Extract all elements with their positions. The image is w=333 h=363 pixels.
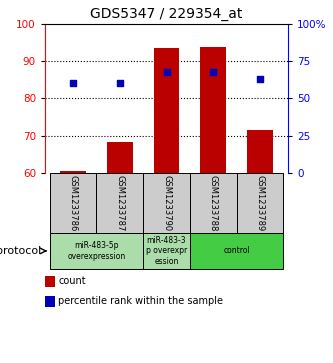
Bar bbox=[143, 174, 190, 233]
Bar bbox=[190, 233, 283, 269]
Point bbox=[210, 69, 216, 74]
Bar bbox=[60, 171, 86, 173]
Bar bbox=[50, 233, 143, 269]
Text: miR-483-3
p overexpr
ession: miR-483-3 p overexpr ession bbox=[146, 236, 187, 266]
Text: protocol: protocol bbox=[0, 246, 42, 256]
Text: GSM1233787: GSM1233787 bbox=[115, 175, 124, 232]
Point bbox=[257, 76, 263, 82]
Point bbox=[70, 81, 76, 86]
Text: miR-483-5p
overexpression: miR-483-5p overexpression bbox=[67, 241, 126, 261]
Text: control: control bbox=[223, 246, 250, 256]
Text: percentile rank within the sample: percentile rank within the sample bbox=[58, 296, 223, 306]
Bar bbox=[96, 174, 143, 233]
Title: GDS5347 / 229354_at: GDS5347 / 229354_at bbox=[90, 7, 243, 21]
Bar bbox=[247, 130, 273, 173]
Bar bbox=[107, 142, 133, 173]
Text: GSM1233790: GSM1233790 bbox=[162, 175, 171, 231]
Bar bbox=[50, 174, 96, 233]
Bar bbox=[190, 174, 237, 233]
Point bbox=[164, 69, 169, 74]
Text: count: count bbox=[58, 276, 86, 286]
Bar bbox=[143, 233, 190, 269]
Bar bbox=[154, 48, 179, 173]
Text: GSM1233786: GSM1233786 bbox=[69, 175, 78, 232]
Bar bbox=[237, 174, 283, 233]
Point bbox=[117, 81, 123, 86]
Text: GSM1233788: GSM1233788 bbox=[209, 175, 218, 232]
Bar bbox=[200, 47, 226, 173]
Text: GSM1233789: GSM1233789 bbox=[255, 175, 264, 231]
